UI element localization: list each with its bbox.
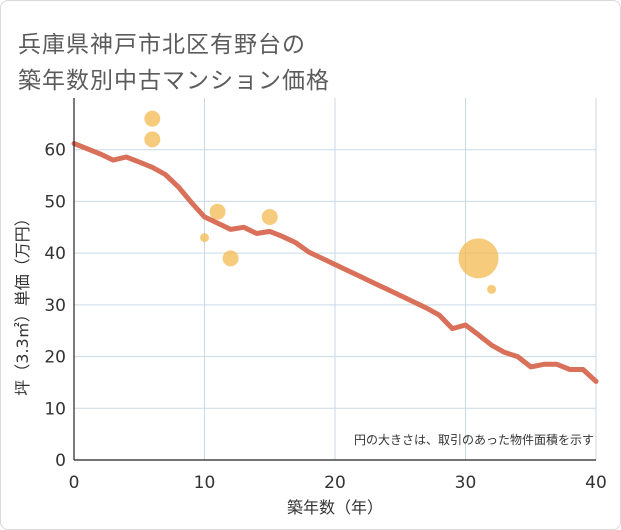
tick-labels: 0 10 20 30 40 0 10 20 30 40 50 60 — [44, 141, 606, 493]
bubble-point-2 — [200, 233, 209, 243]
y-tick-label-50: 50 — [44, 192, 66, 212]
x-tick-label-40: 40 — [585, 473, 607, 493]
trend-line-layer — [71, 141, 599, 384]
chart-title-line-2: 築年数別中古マンション価格 — [18, 68, 330, 95]
bubble-point-1 — [144, 131, 161, 148]
y-axis-label: 坪（3.3㎡）単価（万円） — [13, 210, 32, 395]
x-tick-label-0: 0 — [69, 473, 80, 493]
y-tick-label-10: 10 — [44, 399, 66, 419]
chart-title: 兵庫県神戸市北区有野台の 築年数別中古マンション価格 — [18, 27, 330, 99]
bubble-point-6 — [458, 238, 499, 279]
y-tick-label-30: 30 — [44, 296, 66, 316]
x-axis-label: 築年数（年） — [287, 498, 383, 517]
x-tick-label-30: 30 — [455, 473, 477, 493]
x-tick-label-20: 20 — [324, 473, 346, 493]
bubble-point-7 — [487, 284, 497, 294]
grid-lines — [74, 98, 597, 460]
bubble-point-5 — [261, 208, 278, 225]
bubble-point-4 — [222, 250, 239, 267]
y-tick-label-0: 0 — [55, 451, 66, 471]
bubble-point-0 — [144, 110, 161, 127]
axes — [73, 98, 596, 461]
bubble-size-note: 円の大きさは、取引のあった物件面積を示す — [354, 432, 594, 447]
y-tick-label-20: 20 — [44, 348, 66, 368]
y-tick-label-60: 60 — [44, 141, 66, 161]
bubble-point-3 — [209, 203, 226, 220]
chart-title-line-1: 兵庫県神戸市北区有野台の — [18, 32, 306, 59]
y-tick-label-40: 40 — [44, 244, 66, 264]
x-tick-label-10: 10 — [194, 473, 216, 493]
trend-line — [71, 141, 599, 384]
bubble-layer — [144, 110, 499, 294]
